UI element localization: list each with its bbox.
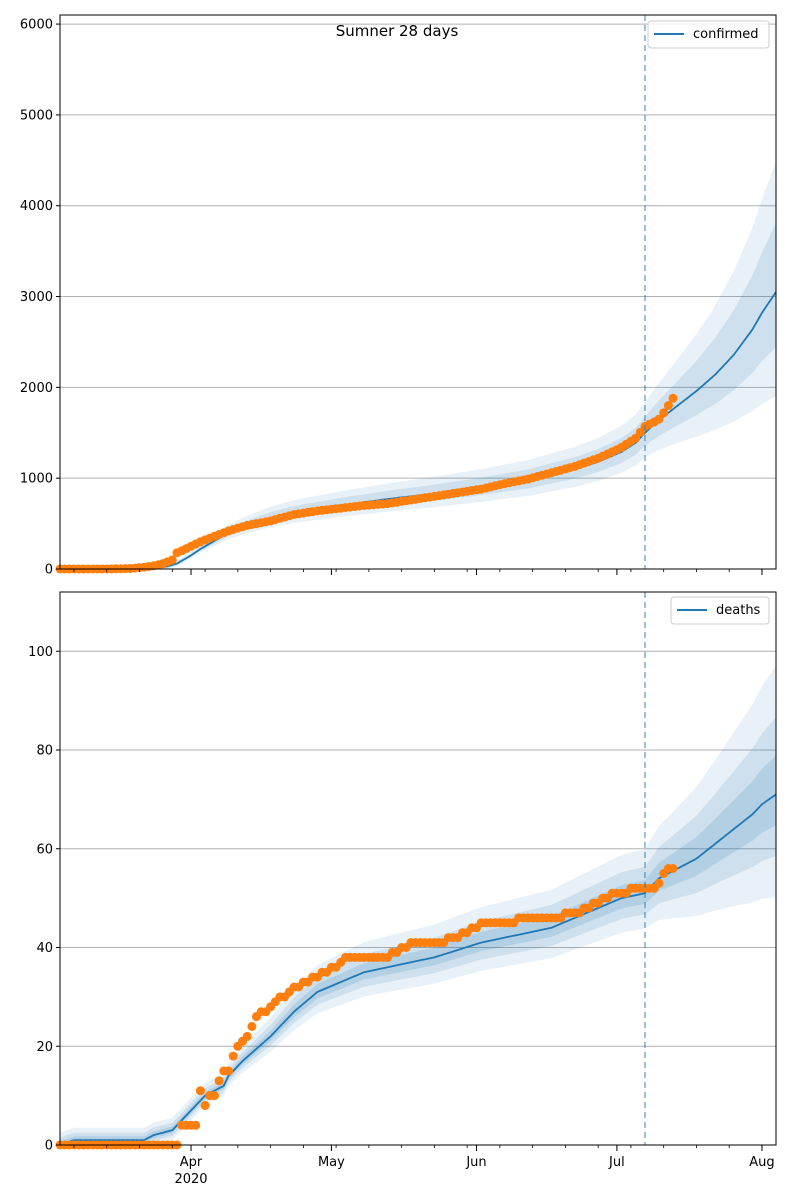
confirmed-x-ticks (73, 569, 763, 575)
confirmed-grid (60, 23, 776, 479)
confirmed-panel: 0 1000 2000 3000 4000 5000 6000 Sumner 28 days… (20, 14, 777, 578)
observed-point (654, 414, 664, 424)
y-tick-label: 6000 (20, 18, 53, 33)
observed-point (668, 864, 678, 873)
y-tick-label: 100 (28, 645, 53, 660)
uncertainty-band (60, 665, 776, 1145)
uncertainty-band (60, 222, 776, 570)
x-axis-labels: Apr May Jun Jul Aug (180, 1155, 775, 1170)
deaths-axes-frame (59, 591, 777, 1146)
uncertainty-band (60, 161, 776, 569)
observed-point (663, 401, 673, 410)
observed-point (214, 1076, 224, 1086)
y-tick-label: 2000 (20, 381, 53, 396)
y-tick-label: 40 (36, 941, 53, 956)
deaths-y-ticks: 0 20 40 60 80 100 (28, 645, 60, 1154)
observed-point (659, 408, 669, 418)
observed-point (224, 1066, 233, 1076)
x-tick-label: Apr (180, 1155, 203, 1170)
x-tick-label: Aug (749, 1155, 774, 1170)
confirmed-uncertainty-bands (60, 161, 776, 570)
axes-frame (59, 14, 777, 570)
observed-point (191, 1120, 201, 1130)
observed-point (654, 878, 664, 888)
x-axis-year-label: 2020 (174, 1172, 207, 1187)
observed-point (228, 1051, 238, 1061)
confirmed-legend: confirmed (647, 20, 770, 49)
legend-box (647, 20, 770, 49)
legend-box (670, 596, 770, 625)
observed-point (668, 393, 678, 403)
x-tick-label: May (318, 1155, 345, 1170)
x-tick-label: Jun (465, 1155, 486, 1170)
observed-point (195, 1086, 205, 1096)
deaths-panel: 0 20 40 60 80 100 deaths (28, 591, 777, 1154)
deaths-x-ticks (73, 1145, 763, 1151)
y-tick-label: 3000 (20, 290, 53, 305)
observed-point (242, 1031, 252, 1041)
y-tick-label: 0 (45, 563, 53, 578)
y-tick-label: 5000 (20, 108, 53, 123)
x-tick-label: Jul (608, 1155, 625, 1170)
observed-point (209, 1091, 219, 1101)
y-tick-label: 0 (45, 1139, 53, 1154)
chart-title: Sumner 28 days (336, 22, 459, 40)
y-tick-label: 20 (36, 1040, 53, 1055)
observed-point (167, 555, 177, 565)
deaths-grid (60, 650, 776, 1047)
y-tick-label: 1000 (20, 472, 53, 487)
deaths-legend: deaths (670, 596, 770, 625)
deaths-uncertainty-bands (60, 665, 776, 1145)
y-tick-label: 60 (36, 842, 53, 857)
confirmed-y-ticks: 0 1000 2000 3000 4000 5000 6000 (20, 18, 60, 578)
confirmed-axes-frame (59, 14, 777, 570)
axes-frame (59, 591, 777, 1146)
y-tick-label: 4000 (20, 199, 53, 214)
observed-point (200, 1101, 210, 1110)
observed-point (247, 1022, 257, 1031)
legend-label-confirmed: confirmed (693, 27, 759, 42)
deaths-observed (55, 864, 678, 1150)
y-tick-label: 80 (36, 744, 53, 759)
legend-label-deaths: deaths (716, 603, 761, 618)
confirmed-observed (55, 393, 678, 574)
